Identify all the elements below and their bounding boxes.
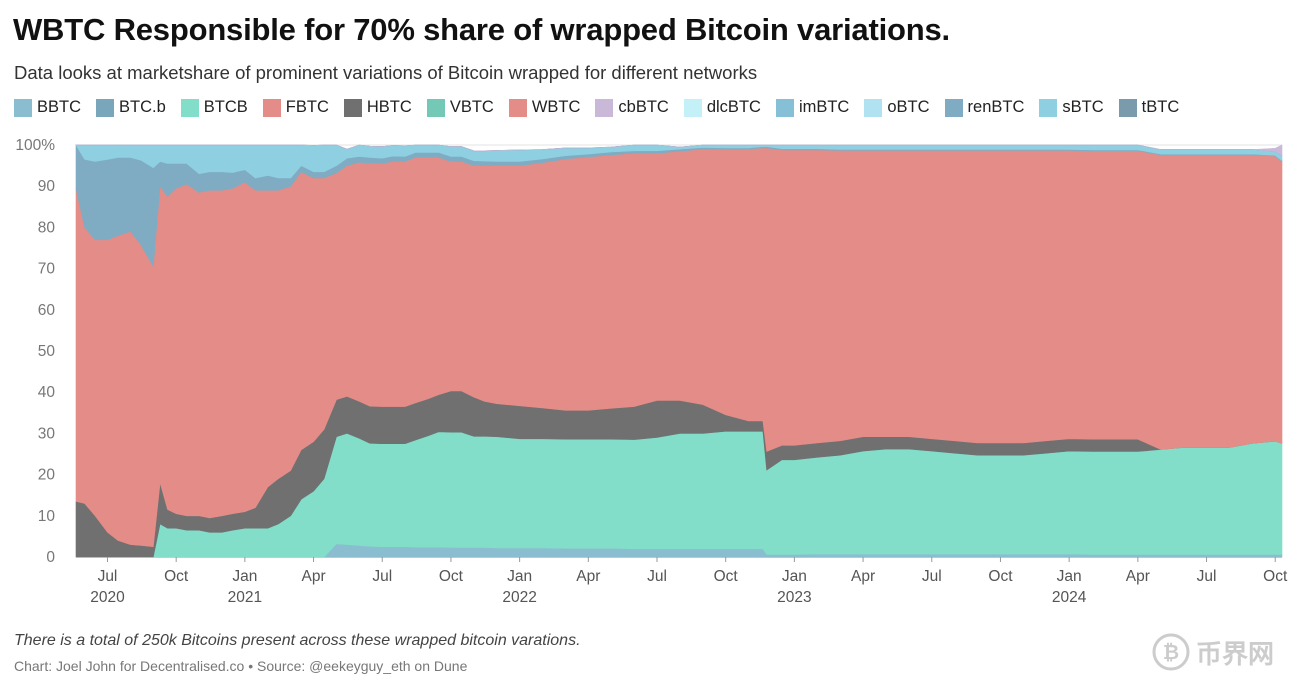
x-tick-year-label: 2021 xyxy=(228,589,262,606)
x-tick-label: Jan xyxy=(507,568,532,585)
legend-item-imbtc: imBTC xyxy=(775,98,850,117)
x-tick-label: Jul xyxy=(922,568,942,585)
legend-swatch xyxy=(1039,98,1058,117)
x-tick-year-label: 2023 xyxy=(777,589,811,606)
x-tick-label: Apr xyxy=(851,568,875,585)
x-tick-label: Oct xyxy=(1263,568,1288,585)
legend-swatch xyxy=(595,98,614,117)
legend-item-btcb: BTCB xyxy=(180,98,248,117)
legend-item-obtc: oBTC xyxy=(864,98,930,117)
legend-swatch xyxy=(14,98,32,117)
legend-item-tbtc: tBTC xyxy=(1118,98,1180,117)
svg-text:₿: ₿ xyxy=(1163,640,1179,664)
chart-credit: Chart: Joel John for Decentralised.co • … xyxy=(14,658,468,674)
legend-item-fbtc: FBTC xyxy=(262,98,329,117)
y-tick-label: 50 xyxy=(38,343,56,360)
legend-label: cbBTC xyxy=(618,98,669,116)
y-axis: 0 10 20 30 40 50 60 70 80 90 100% xyxy=(15,137,55,566)
chart-areas xyxy=(75,143,1283,558)
legend-swatch xyxy=(864,98,883,117)
legend-swatch xyxy=(262,98,281,117)
x-tick-year-label: 2024 xyxy=(1052,589,1087,606)
stacked-area-chart: 0 10 20 30 40 50 60 70 80 90 100% Jul 2020 Oct Jan 202… xyxy=(15,137,1288,606)
legend-label: renBTC xyxy=(967,98,1025,116)
watermark-text: 币界网 xyxy=(1196,638,1275,669)
legend-label: sBTC xyxy=(1062,98,1104,116)
legend-label: imBTC xyxy=(798,98,850,116)
legend-label: FBTC xyxy=(285,98,329,116)
y-tick-label: 60 xyxy=(38,302,56,319)
chart-legend: BBTC BTC.b BTCB FBTC HBTC VBTC WBTC cbBTC dlcBTC… xyxy=(14,98,1194,117)
y-tick-label: 0 xyxy=(46,549,55,566)
x-tick-label: Oct xyxy=(988,568,1013,585)
y-tick-label: 100% xyxy=(15,137,55,154)
x-tick-label: Jan xyxy=(232,568,257,585)
legend-swatch xyxy=(343,98,362,117)
legend-label: BTC.b xyxy=(119,98,166,116)
y-tick-label: 90 xyxy=(38,178,56,195)
x-axis: Jul 2020 Oct Jan 2021 Apr Jul Oct Jan 2022 Apr Jul O… xyxy=(90,557,1288,606)
legend-label: dlcBTC xyxy=(706,98,761,116)
legend-label: VBTC xyxy=(449,98,494,116)
chart-title: WBTC Responsible for 70% share of wrappe… xyxy=(13,12,950,47)
bitcoin-coin-icon: ₿ xyxy=(1152,633,1190,671)
chart-subtitle: Data looks at marketshare of prominent v… xyxy=(14,62,758,83)
y-tick-label: 80 xyxy=(38,219,56,236)
x-tick-year-label: 2020 xyxy=(90,589,125,606)
x-tick-label: Jan xyxy=(1057,568,1082,585)
x-tick-label: Oct xyxy=(439,568,464,585)
legend-label: tBTC xyxy=(1141,98,1180,116)
x-tick-label: Apr xyxy=(1126,568,1150,585)
y-tick-label: 10 xyxy=(38,508,56,525)
y-tick-label: 40 xyxy=(38,384,56,401)
legend-label: oBTC xyxy=(887,98,930,116)
legend-item-cbbtc: cbBTC xyxy=(595,98,669,117)
legend-swatch xyxy=(508,98,527,117)
y-tick-label: 70 xyxy=(38,261,56,278)
x-tick-label: Apr xyxy=(576,568,600,585)
x-tick-label: Oct xyxy=(714,568,739,585)
legend-swatch xyxy=(96,98,115,117)
chart-footnote: There is a total of 250k Bitcoins presen… xyxy=(14,632,581,649)
legend-item-btcb: BTC.b xyxy=(96,98,166,117)
legend-item-hbtc: HBTC xyxy=(343,98,412,117)
legend-label: WBTC xyxy=(531,98,581,116)
legend-swatch xyxy=(1118,98,1137,117)
x-tick-label: Jul xyxy=(647,568,667,585)
legend-swatch xyxy=(683,98,702,117)
y-tick-label: 30 xyxy=(38,425,56,442)
x-tick-label: Oct xyxy=(164,568,189,585)
legend-item-sbtc: sBTC xyxy=(1039,98,1104,117)
legend-swatch xyxy=(426,98,445,117)
x-tick-label: Jul xyxy=(372,568,392,585)
legend-label: HBTC xyxy=(366,98,412,116)
legend-label: BTCB xyxy=(203,98,248,116)
x-tick-label: Jul xyxy=(1197,568,1217,585)
legend-swatch xyxy=(180,98,199,117)
legend-swatch xyxy=(944,98,963,117)
legend-item-dlcbtc: dlcBTC xyxy=(683,98,761,117)
x-tick-label: Jan xyxy=(782,568,807,585)
legend-item-wbtc: WBTC xyxy=(508,98,581,117)
legend-item-bbtc: BBTC xyxy=(14,98,81,117)
legend-item-vbtc: VBTC xyxy=(426,98,494,117)
x-tick-label: Jul xyxy=(98,568,118,585)
y-tick-label: 20 xyxy=(38,467,56,484)
legend-item-renbtc: renBTC xyxy=(944,98,1025,117)
legend-label: BBTC xyxy=(37,98,82,116)
x-tick-year-label: 2022 xyxy=(502,589,536,606)
x-tick-label: Apr xyxy=(301,568,325,585)
area-series-cbbtc xyxy=(76,144,1283,157)
legend-swatch xyxy=(775,98,794,117)
watermark: ₿ 币界网 xyxy=(1152,633,1274,671)
